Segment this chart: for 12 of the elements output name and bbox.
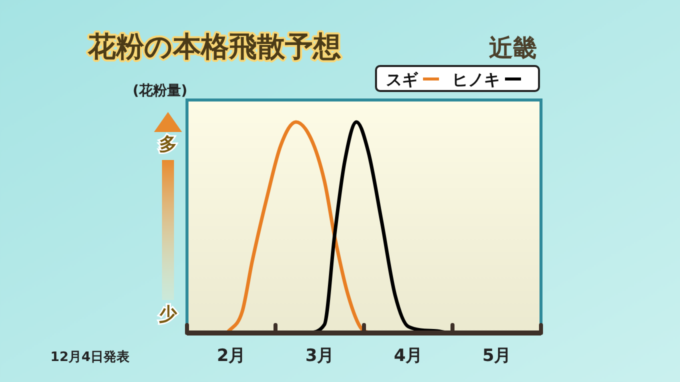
chart-title: 花粉の本格飛散予想 [87, 30, 341, 63]
x-tick-label: 4月 [394, 346, 423, 366]
legend-label: スギ [386, 70, 419, 89]
x-tick-label: 2月 [216, 346, 246, 366]
legend-label: ヒノキ [452, 70, 500, 89]
text: 少 [159, 304, 178, 325]
x-tick-label: 3月 [305, 346, 334, 366]
y-axis-title: (花粉量) [132, 83, 188, 99]
text: 12月4日発表 [50, 350, 131, 365]
x-tick-label: 5月 [482, 346, 512, 366]
chart-subtitle: 近畿 [489, 34, 537, 62]
text: 多 [159, 134, 177, 155]
